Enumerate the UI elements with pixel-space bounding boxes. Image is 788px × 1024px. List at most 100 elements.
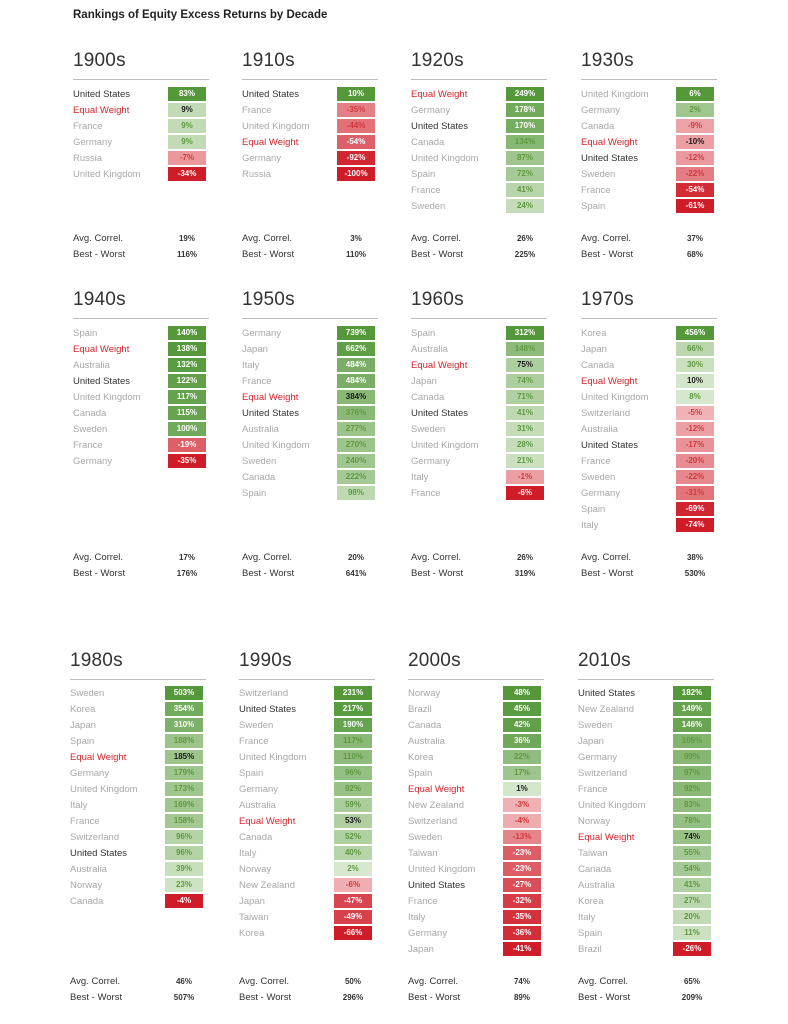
return-cell: 21% bbox=[506, 454, 544, 468]
return-cell: 20% bbox=[673, 910, 711, 924]
avg-correl-row: Avg. Correl. 26% bbox=[411, 552, 551, 566]
country-label: United States bbox=[408, 880, 466, 891]
ranking-row: Equal Weight 249% bbox=[411, 87, 551, 103]
country-label: Germany bbox=[70, 768, 110, 779]
avg-correl-label: Avg. Correl. bbox=[408, 976, 458, 987]
country-label: Japan bbox=[578, 736, 604, 747]
return-cell: 146% bbox=[673, 718, 711, 732]
country-label: Sweden bbox=[239, 720, 274, 731]
country-label: Spain bbox=[242, 488, 267, 499]
best-worst-row: Best - Worst 176% bbox=[73, 568, 213, 582]
ranking-row: Canada -4% bbox=[70, 894, 210, 910]
country-label: Taiwan bbox=[408, 848, 438, 859]
country-label: Norway bbox=[578, 816, 611, 827]
ranking-row: Korea 354% bbox=[70, 702, 210, 718]
return-cell: -47% bbox=[334, 894, 372, 908]
ranking-row: Australia 41% bbox=[578, 878, 718, 894]
return-cell: 42% bbox=[503, 718, 541, 732]
return-cell: 41% bbox=[506, 406, 544, 420]
return-cell: 2% bbox=[334, 862, 372, 876]
country-label: Korea bbox=[239, 928, 265, 939]
decade-title: 1910s bbox=[242, 50, 295, 71]
return-cell: 66% bbox=[676, 342, 714, 356]
return-cell: -27% bbox=[503, 878, 541, 892]
country-label: Equal Weight bbox=[578, 832, 635, 843]
ranking-row: Norway 78% bbox=[578, 814, 718, 830]
country-label: United Kingdom bbox=[242, 121, 310, 132]
decade-divider bbox=[73, 318, 209, 319]
return-cell: 217% bbox=[334, 702, 372, 716]
decade-panel-1950s: 1950s Germany 739% Japan 662% Italy 484% France… bbox=[242, 289, 382, 586]
ranking-row: Spain -69% bbox=[581, 502, 721, 518]
country-label: Australia bbox=[70, 864, 107, 875]
country-label: Equal Weight bbox=[411, 360, 468, 371]
country-label: Germany bbox=[73, 137, 113, 148]
return-cell: 190% bbox=[334, 718, 372, 732]
country-label: Norway bbox=[408, 688, 441, 699]
return-cell: 41% bbox=[506, 183, 544, 197]
return-cell: 1% bbox=[503, 782, 541, 796]
country-label: Spain bbox=[70, 736, 95, 747]
best-worst-value: 176% bbox=[176, 569, 198, 578]
country-label: United Kingdom bbox=[581, 89, 649, 100]
return-cell: -23% bbox=[503, 846, 541, 860]
country-label: France bbox=[581, 456, 611, 467]
return-cell: -19% bbox=[168, 438, 206, 452]
country-label: France bbox=[239, 736, 269, 747]
ranking-row: Sweden -22% bbox=[581, 470, 721, 486]
return-cell: -12% bbox=[676, 422, 714, 436]
return-cell: 503% bbox=[165, 686, 203, 700]
ranking-row: Sweden 190% bbox=[239, 718, 379, 734]
best-worst-value: 225% bbox=[514, 250, 536, 259]
return-cell: -100% bbox=[337, 167, 375, 181]
return-cell: 97% bbox=[673, 766, 711, 780]
ranking-row: Germany -31% bbox=[581, 486, 721, 502]
return-cell: 9% bbox=[168, 119, 206, 133]
return-cell: -35% bbox=[337, 103, 375, 117]
ranking-row: United Kingdom 173% bbox=[70, 782, 210, 798]
best-worst-row: Best - Worst 89% bbox=[408, 992, 548, 1006]
ranking-row: United Kingdom 83% bbox=[578, 798, 718, 814]
avg-correl-row: Avg. Correl. 20% bbox=[242, 552, 382, 566]
ranking-row: Equal Weight 10% bbox=[581, 374, 721, 390]
ranking-row: United States 122% bbox=[73, 374, 213, 390]
avg-correl-value: 26% bbox=[516, 234, 533, 243]
return-cell: 87% bbox=[506, 151, 544, 165]
avg-correl-label: Avg. Correl. bbox=[73, 233, 123, 244]
return-cell: 83% bbox=[168, 87, 206, 101]
return-cell: 92% bbox=[673, 782, 711, 796]
country-label: Australia bbox=[239, 800, 276, 811]
ranking-row: Brazil -26% bbox=[578, 942, 718, 958]
ranking-row: Spain 11% bbox=[578, 926, 718, 942]
ranking-row: Equal Weight 75% bbox=[411, 358, 551, 374]
ranking-row: United States -27% bbox=[408, 878, 548, 894]
decade-divider bbox=[73, 79, 209, 80]
return-cell: 96% bbox=[334, 766, 372, 780]
ranking-row: Spain 312% bbox=[411, 326, 551, 342]
ranking-row: United States -17% bbox=[581, 438, 721, 454]
avg-correl-label: Avg. Correl. bbox=[242, 552, 292, 563]
avg-correl-label: Avg. Correl. bbox=[578, 976, 628, 987]
return-cell: -1% bbox=[506, 470, 544, 484]
avg-correl-value: 38% bbox=[686, 553, 703, 562]
country-label: United Kingdom bbox=[242, 440, 310, 451]
ranking-row: Equal Weight 9% bbox=[73, 103, 213, 119]
best-worst-row: Best - Worst 319% bbox=[411, 568, 551, 582]
ranking-row: Brazil 45% bbox=[408, 702, 548, 718]
country-label: Sweden bbox=[411, 424, 446, 435]
return-cell: 158% bbox=[165, 814, 203, 828]
country-label: Japan bbox=[70, 720, 96, 731]
country-label: Sweden bbox=[408, 832, 443, 843]
ranking-row: Germany 21% bbox=[411, 454, 551, 470]
return-cell: -35% bbox=[168, 454, 206, 468]
ranking-row: Sweden -13% bbox=[408, 830, 548, 846]
country-label: Korea bbox=[581, 328, 607, 339]
return-cell: -5% bbox=[676, 406, 714, 420]
best-worst-value: 296% bbox=[342, 993, 364, 1002]
country-label: Canada bbox=[73, 408, 107, 419]
best-worst-value: 116% bbox=[176, 250, 198, 259]
return-cell: 2% bbox=[676, 103, 714, 117]
ranking-row: Canada 42% bbox=[408, 718, 548, 734]
return-cell: 22% bbox=[503, 750, 541, 764]
return-cell: 28% bbox=[506, 438, 544, 452]
